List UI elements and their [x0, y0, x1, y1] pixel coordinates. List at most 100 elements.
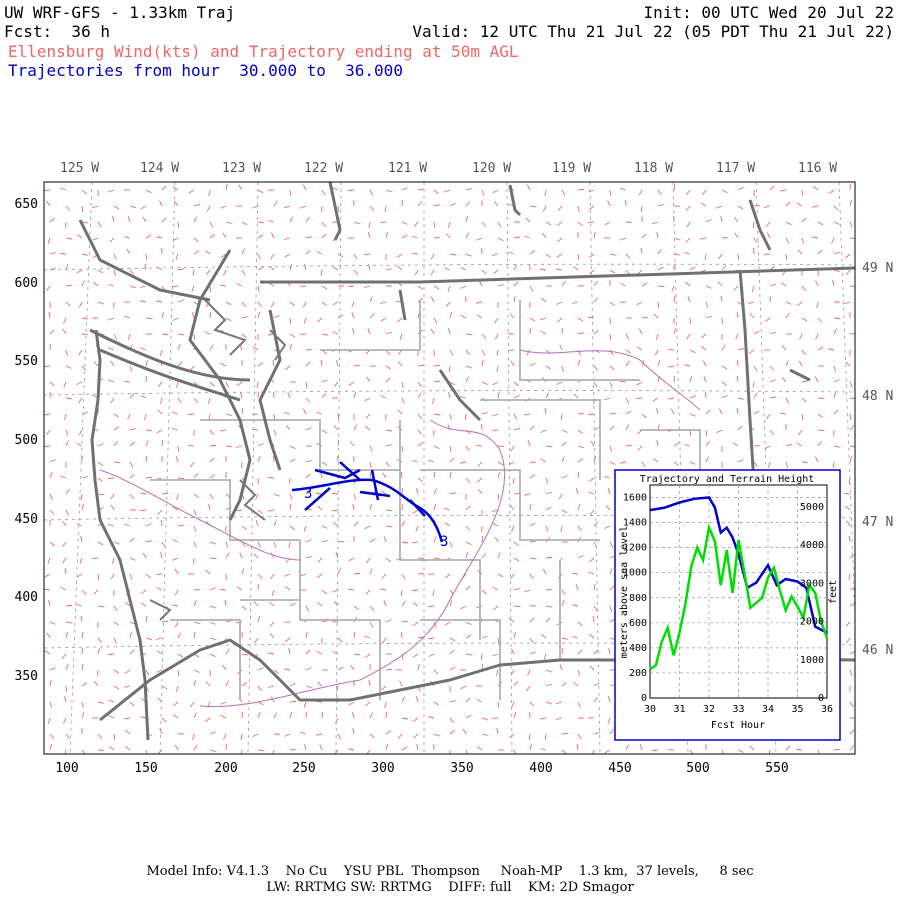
- wind-barb: [192, 269, 195, 276]
- wind-barb: [257, 253, 262, 260]
- wind-barb: [305, 685, 312, 689]
- wind-barb: [209, 731, 216, 735]
- wind-barb: [97, 573, 100, 580]
- wind-barb: [81, 365, 87, 371]
- wind-barb: [289, 344, 292, 351]
- wind-barb: [193, 509, 197, 516]
- wind-barb: [593, 329, 599, 335]
- wind-barb: [127, 216, 131, 223]
- wind-barb: [65, 509, 69, 516]
- y-tick: 450: [15, 512, 38, 527]
- wind-barb: [609, 461, 616, 465]
- wind-barb: [527, 440, 531, 447]
- wind-barb: [449, 457, 455, 463]
- wind-barb: [113, 685, 120, 690]
- wind-barb: [641, 413, 647, 419]
- wind-barb: [252, 346, 259, 351]
- traj-marker-start: 3: [304, 486, 312, 502]
- wind-barb: [81, 712, 85, 719]
- wind-barb: [285, 425, 291, 431]
- wind-barb: [480, 653, 483, 660]
- wind-barb: [641, 316, 648, 319]
- wind-barb: [257, 541, 262, 548]
- wind-barb: [625, 253, 631, 259]
- wind-barb: [353, 605, 359, 611]
- wind-barb: [556, 381, 563, 386]
- wind-barb: [609, 365, 615, 371]
- wind-barb: [817, 749, 820, 754]
- wind-barb: [609, 349, 614, 356]
- wind-barb: [305, 605, 310, 612]
- wind-barb: [81, 253, 88, 256]
- wind-barb: [142, 216, 147, 223]
- wind-barb: [270, 232, 275, 239]
- wind-barb: [108, 189, 115, 193]
- wind-barb: [219, 589, 227, 591]
- wind-barb: [62, 541, 67, 548]
- wind-barb: [289, 445, 296, 450]
- wind-barb: [257, 312, 261, 319]
- wind-barb: [289, 264, 292, 271]
- wind-barb: [609, 605, 612, 612]
- wind-barb: [704, 253, 707, 260]
- wind-barb: [113, 461, 121, 464]
- wind-barb: [257, 266, 264, 271]
- wind-barb: [321, 589, 327, 595]
- wind-barb: [817, 397, 825, 400]
- wind-barb: [208, 189, 211, 196]
- wind-barb: [65, 621, 72, 624]
- x-tick: 350: [450, 761, 473, 776]
- wind-barb: [302, 301, 307, 308]
- lat-labels: 49 N 48 N 47 N 46 N: [862, 261, 893, 658]
- wind-barb: [481, 553, 487, 559]
- wind-barb: [273, 712, 278, 719]
- wind-barb: [465, 445, 470, 452]
- wind-barb: [113, 621, 120, 626]
- wind-barb: [561, 749, 567, 754]
- wind-barb: [460, 396, 467, 399]
- wind-barb: [577, 445, 584, 449]
- wind-barb: [465, 653, 472, 656]
- wind-barb: [81, 504, 84, 511]
- wind-barb: [753, 410, 760, 415]
- wind-barb: [465, 232, 470, 239]
- wind-barb: [241, 248, 246, 255]
- wind-barb: [449, 749, 451, 754]
- wind-barb: [513, 588, 520, 591]
- wind-barb: [61, 653, 67, 659]
- wind-barb: [718, 408, 723, 415]
- wind-barb: [449, 349, 454, 356]
- wind-barb: [433, 488, 438, 495]
- inset-series: [649, 496, 829, 671]
- wind-barb: [145, 573, 151, 579]
- wind-barb: [607, 717, 611, 724]
- wind-barb: [62, 328, 67, 335]
- wind-barb: [239, 552, 243, 559]
- wind-barb: [529, 617, 535, 623]
- wind-barb: [510, 445, 515, 452]
- wind-barb: [815, 280, 819, 287]
- wind-barb: [430, 253, 435, 260]
- wind-barb: [400, 589, 403, 597]
- wind-barb: [321, 221, 327, 228]
- wind-barb: [113, 669, 120, 674]
- wind-barb: [465, 621, 472, 626]
- wind-barb: [401, 445, 404, 453]
- wind-barb: [814, 456, 819, 463]
- wind-barb: [625, 333, 630, 340]
- wind-barb: [849, 200, 853, 207]
- wind-barb: [225, 221, 232, 224]
- wind-barb: [268, 509, 275, 512]
- wind-barb: [284, 253, 291, 258]
- wind-barb: [447, 328, 451, 335]
- wind-barb: [337, 541, 345, 543]
- wind-barb: [433, 701, 440, 706]
- wind-barb: [814, 376, 819, 383]
- wind-barb: [397, 409, 403, 415]
- wind-barb: [609, 189, 612, 197]
- wind-barb: [849, 669, 853, 676]
- wind-barb: [108, 379, 115, 383]
- wind-barb: [849, 425, 855, 431]
- wind-barb: [172, 506, 179, 511]
- wind-barb: [241, 605, 247, 611]
